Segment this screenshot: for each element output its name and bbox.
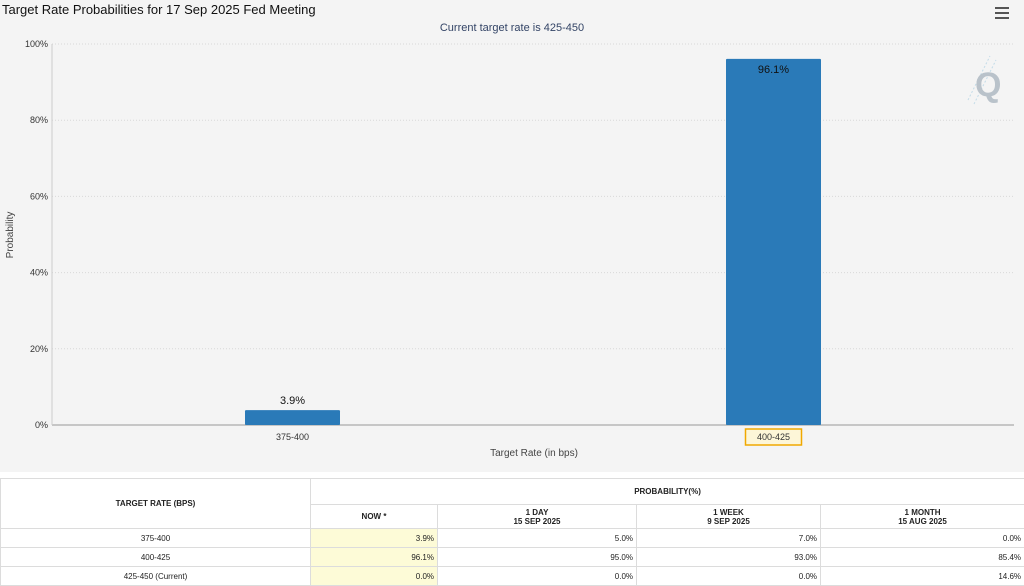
probability-group-header: PROBABILITY(%) <box>309 478 1024 505</box>
y-axis-title: Probability <box>5 212 16 259</box>
bar-chart: 0% 20% 40% 60% 80% 100% 3.9% 96.1% 375-400 400-… <box>5 39 1014 459</box>
y-tick-label: 60% <box>30 191 48 201</box>
table-row: 375-400 3.9% 5.0% 7.0% 0.0% <box>0 528 1024 548</box>
data-labels: 3.9% 96.1% <box>280 64 789 407</box>
y-axis-ticks: 0% 20% 40% 60% 80% 100% <box>25 39 48 430</box>
probability-cell: 85.4% <box>819 547 1024 567</box>
selected-tick-highlight <box>744 428 803 446</box>
probability-table: TARGET RATE (BPS) PROBABILITY(%) NOW * 1 … <box>0 478 1024 586</box>
bar-375-400[interactable] <box>245 410 340 425</box>
probability-cell: 93.0% <box>636 547 821 567</box>
svg-text:Q: Q <box>975 66 1001 104</box>
chart-subtitle: Current target rate is 425-450 <box>439 22 585 34</box>
column-header: 1 MONTH 15 AUG 2025 <box>819 504 1024 529</box>
gridlines <box>51 43 1014 426</box>
probability-cell: 0.0% <box>819 528 1024 548</box>
probability-cell: 7.0% <box>636 528 821 548</box>
chart-panel <box>0 0 1024 472</box>
probability-cell: 95.0% <box>437 547 637 567</box>
y-tick-label: 0% <box>35 420 48 430</box>
rate-cell: 375-400 <box>0 528 311 548</box>
column-header: NOW * <box>310 504 438 529</box>
probability-cell: 3.9% <box>310 528 438 548</box>
target-rate-header: TARGET RATE (BPS) <box>0 478 311 529</box>
data-label-375-400: 3.9% <box>280 395 305 407</box>
data-label-400-425: 96.1% <box>758 64 789 76</box>
y-tick-label: 40% <box>30 268 48 278</box>
y-tick-label: 100% <box>25 39 48 49</box>
table-row: 400-425 96.1% 95.0% 93.0% 85.4% <box>0 547 1024 567</box>
x-axis-ticks: 375-400 400-425 <box>276 428 803 446</box>
table-row: 425-450 (Current) 0.0% 0.0% 0.0% 14.6% <box>0 566 1024 586</box>
chart-title: Target Rate Probabilities for 17 Sep 202… <box>2 2 316 17</box>
x-axis-title: Target Rate (in bps) <box>490 448 578 459</box>
bar-400-425[interactable] <box>726 58 821 425</box>
probability-cell: 0.0% <box>437 566 637 586</box>
probability-cell: 96.1% <box>310 547 438 567</box>
column-header: 1 WEEK 9 SEP 2025 <box>636 504 821 529</box>
y-tick-label: 80% <box>30 115 48 125</box>
probability-cell: 0.0% <box>636 566 821 586</box>
probability-cell: 5.0% <box>437 528 637 548</box>
rate-cell: 425-450 (Current) <box>0 566 311 586</box>
q-logo-icon: Q <box>967 55 1001 105</box>
probability-cell: 14.6% <box>819 566 1024 586</box>
rate-cell: 400-425 <box>0 547 311 567</box>
column-header: 1 DAY 15 SEP 2025 <box>437 504 637 529</box>
bars <box>245 58 821 425</box>
x-tick-label-375-400: 375-400 <box>276 432 309 442</box>
probability-cell: 0.0% <box>310 566 438 586</box>
y-tick-label: 20% <box>30 344 48 354</box>
x-tick-label-400-425: 400-425 <box>757 432 790 442</box>
hamburger-menu-icon[interactable] <box>995 6 1011 20</box>
